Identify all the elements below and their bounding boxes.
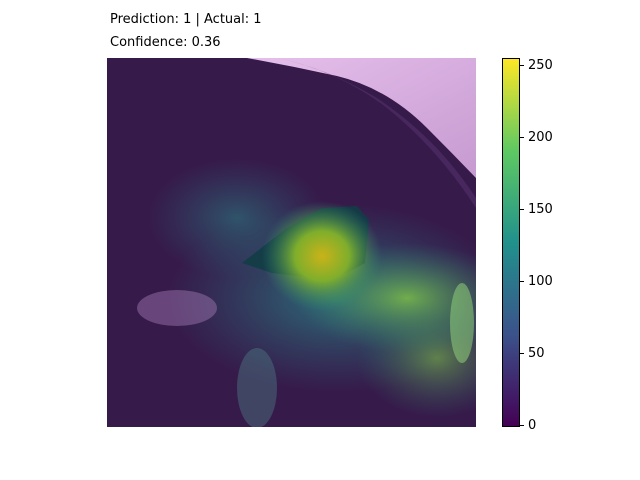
- colorbar-tick-250: 250: [520, 59, 553, 73]
- colorbar-tick-150: 150: [520, 203, 553, 217]
- colorbar: [502, 58, 520, 427]
- colorbar-tick-0: 0: [520, 419, 536, 433]
- confidence-title: Confidence: 0.36: [110, 35, 221, 50]
- prediction-title: Prediction: 1 | Actual: 1: [110, 12, 262, 27]
- colorbar-tick-100: 100: [520, 275, 553, 289]
- colorbar-tick-200: 200: [520, 131, 553, 145]
- tissue-region: [247, 58, 476, 178]
- gradcam-heatmap-image: [107, 58, 476, 427]
- colorbar-tick-50: 50: [520, 347, 545, 361]
